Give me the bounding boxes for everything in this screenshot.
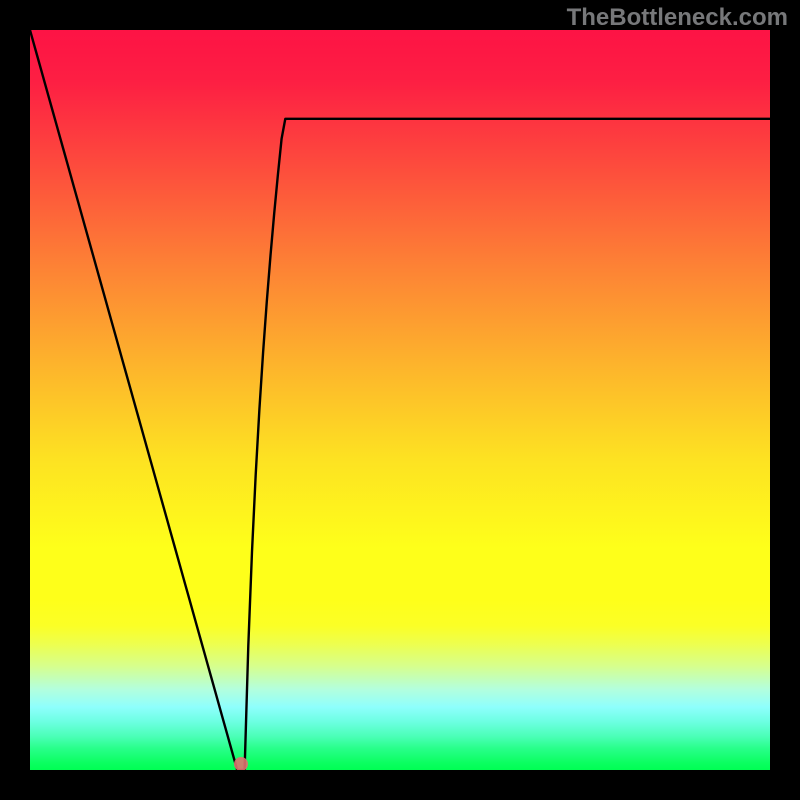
optimum-marker — [234, 757, 248, 770]
curve-path — [30, 30, 770, 770]
chart-root: TheBottleneck.com — [0, 0, 800, 800]
plot-area — [30, 30, 770, 770]
bottleneck-curve — [30, 30, 770, 770]
watermark-text: TheBottleneck.com — [567, 4, 788, 32]
